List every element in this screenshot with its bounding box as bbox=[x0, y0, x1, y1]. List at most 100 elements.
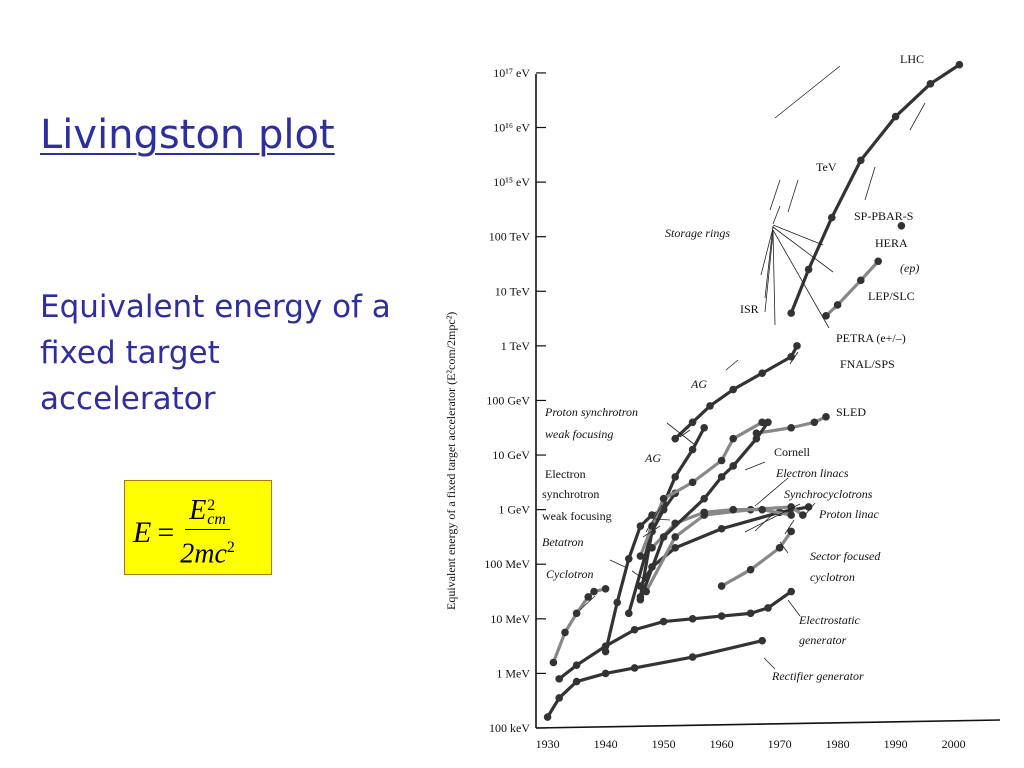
series-line bbox=[789, 63, 962, 315]
data-point bbox=[636, 582, 645, 590]
x-tick-label: 1960 bbox=[710, 737, 734, 751]
series-group bbox=[636, 418, 766, 560]
y-tick-label: 10 TeV bbox=[495, 284, 531, 298]
y-tick-label: 10¹⁶ eV bbox=[493, 121, 530, 135]
leader-line bbox=[654, 518, 671, 521]
energy-formula: E = E 2 cm 2mc2 bbox=[133, 495, 235, 570]
series-group bbox=[625, 423, 708, 618]
chart-annotation: Cornell bbox=[774, 445, 811, 459]
chart-annotation: ISR bbox=[740, 302, 759, 316]
chart-annotation: generator bbox=[799, 633, 847, 647]
series-line bbox=[545, 639, 764, 719]
data-point bbox=[706, 402, 714, 410]
data-point bbox=[729, 385, 737, 394]
series-group bbox=[717, 527, 795, 590]
data-point bbox=[688, 615, 697, 623]
series-group bbox=[897, 221, 906, 230]
leader-line bbox=[744, 461, 766, 471]
leader-line bbox=[764, 232, 774, 313]
chart-annotation: Proton linac bbox=[818, 507, 880, 521]
leader-line bbox=[789, 351, 799, 365]
data-point bbox=[700, 508, 708, 517]
chart-annotation: LHC bbox=[900, 52, 924, 66]
data-point bbox=[688, 445, 697, 454]
leader-line bbox=[764, 225, 774, 299]
chart-annotation: LEP/SLC bbox=[868, 289, 915, 303]
data-point bbox=[688, 418, 697, 427]
data-point bbox=[787, 352, 795, 361]
data-point bbox=[572, 609, 581, 618]
data-point bbox=[688, 478, 697, 487]
x-tick-label: 2000 bbox=[942, 737, 966, 751]
leader-line bbox=[772, 226, 834, 273]
series-line bbox=[557, 589, 793, 681]
formula-denominator: 2mc2 bbox=[180, 530, 235, 570]
leader-line bbox=[772, 205, 781, 225]
data-point bbox=[636, 595, 645, 604]
leader-line bbox=[769, 179, 781, 211]
x-tick-label: 1990 bbox=[884, 737, 908, 751]
series-group bbox=[648, 505, 795, 552]
x-axis-line bbox=[535, 719, 1001, 729]
data-point bbox=[799, 511, 807, 519]
y-tick-label: 1 GeV bbox=[498, 503, 530, 517]
leader-line bbox=[804, 502, 816, 516]
data-point bbox=[717, 612, 726, 620]
data-point bbox=[810, 418, 819, 427]
data-point bbox=[764, 418, 772, 427]
series-line bbox=[720, 529, 793, 588]
formula-box: E = E 2 cm 2mc2 bbox=[124, 480, 272, 575]
chart-annotation: Electron bbox=[545, 467, 586, 481]
data-point bbox=[543, 713, 552, 721]
data-point bbox=[764, 604, 772, 612]
slide-title: Livingston plot bbox=[40, 112, 335, 158]
leader-line bbox=[787, 179, 799, 213]
x-ticks: 1930 1940 1950 1960 1970 1980 1990 2000 bbox=[536, 737, 966, 751]
formula-den-sup: 2 bbox=[226, 539, 235, 556]
data-point bbox=[613, 598, 621, 607]
data-point bbox=[572, 661, 581, 670]
series-line bbox=[824, 259, 880, 318]
data-point bbox=[758, 369, 766, 377]
data-point bbox=[752, 434, 761, 443]
data-point bbox=[717, 582, 726, 590]
data-point bbox=[717, 456, 726, 465]
data-point bbox=[793, 342, 801, 350]
series-group bbox=[671, 342, 801, 443]
data-point bbox=[630, 625, 639, 634]
data-point bbox=[625, 609, 633, 618]
x-tick-label: 1980 bbox=[826, 737, 850, 751]
y-tick-label: 1 MeV bbox=[496, 666, 530, 680]
series-group bbox=[549, 584, 610, 667]
leader-line bbox=[772, 230, 776, 326]
leader-line bbox=[772, 229, 830, 329]
chart-annotation: Sector focused bbox=[810, 549, 881, 563]
series-group bbox=[636, 503, 813, 590]
data-point bbox=[659, 617, 668, 626]
chart-annotation: Rectifier generator bbox=[771, 669, 864, 683]
data-point bbox=[822, 312, 830, 320]
data-point bbox=[758, 418, 766, 427]
x-tick-label: 1970 bbox=[768, 737, 792, 751]
data-point bbox=[549, 658, 558, 667]
y-ticks: 100 keV 1 MeV 10 MeV 100 MeV 1 GeV 10 GeV 100 … bbox=[484, 66, 546, 735]
series-line bbox=[754, 415, 828, 435]
series-group bbox=[555, 587, 795, 683]
y-tick-label: 100 GeV bbox=[486, 393, 530, 407]
data-point bbox=[758, 505, 766, 514]
leader-line bbox=[631, 570, 649, 583]
data-point bbox=[729, 434, 737, 443]
data-point bbox=[601, 669, 610, 678]
data-point bbox=[746, 609, 755, 618]
chart-annotation: (ep) bbox=[900, 261, 919, 275]
data-point bbox=[590, 587, 598, 596]
data-point bbox=[828, 213, 836, 222]
chart-annotation: cyclotron bbox=[810, 570, 855, 584]
leader-line bbox=[763, 657, 776, 670]
data-point bbox=[688, 653, 697, 661]
formula-den-base: 2mc bbox=[180, 538, 227, 570]
series-group bbox=[822, 257, 882, 320]
y-tick-label: 10 MeV bbox=[490, 612, 530, 626]
leader-line bbox=[864, 166, 876, 201]
series-group bbox=[543, 636, 766, 721]
